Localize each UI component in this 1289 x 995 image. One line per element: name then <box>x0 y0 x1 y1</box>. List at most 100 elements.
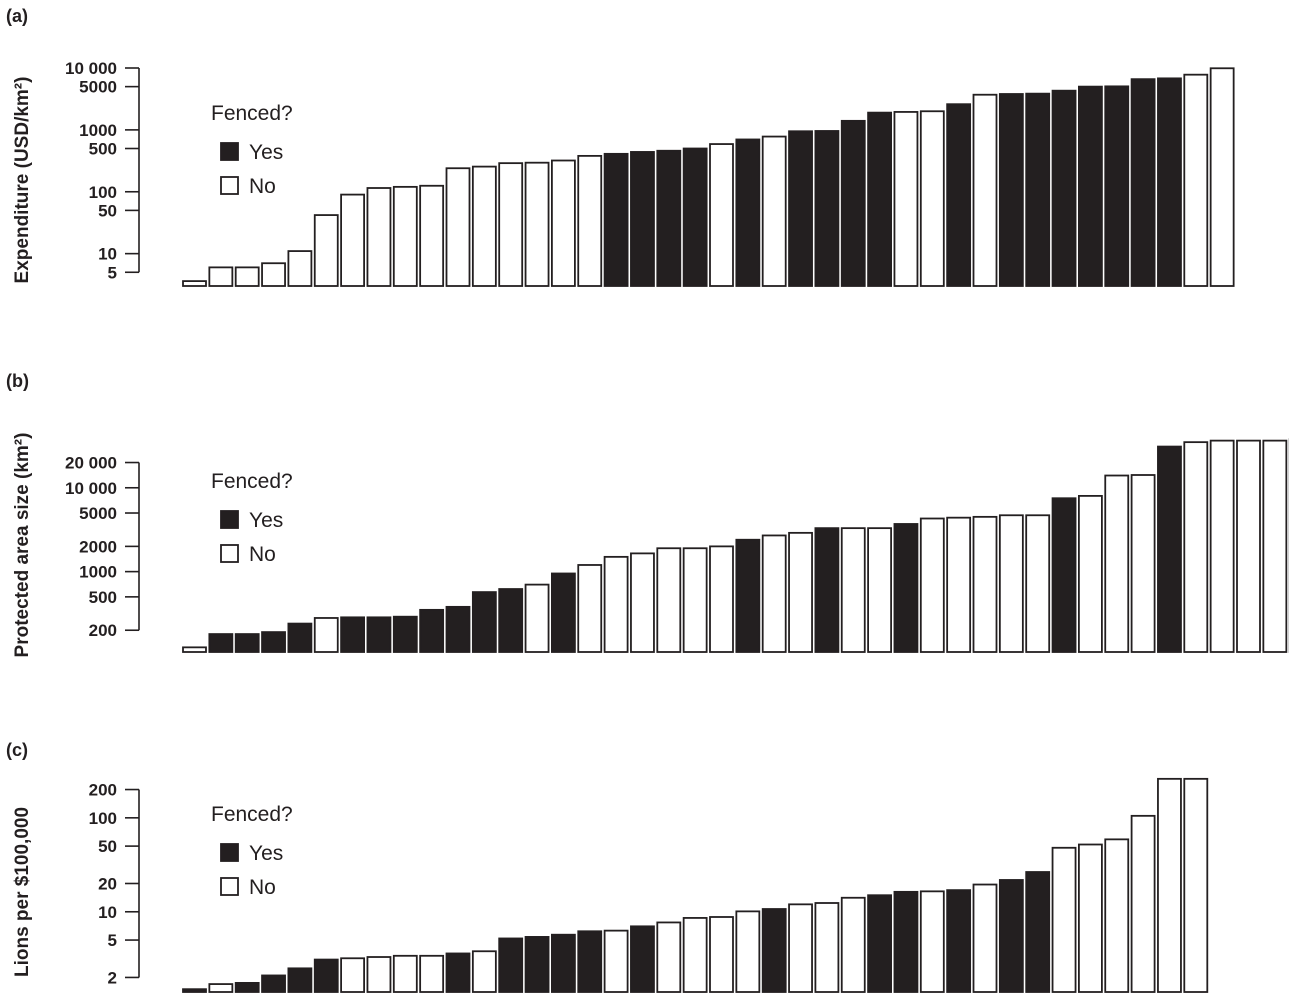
bar <box>1078 843 1103 993</box>
bar <box>1078 494 1103 653</box>
bar <box>234 266 260 287</box>
y-axis-label: Expenditure (USD/km²) <box>12 77 33 284</box>
bar <box>1130 78 1156 287</box>
bar <box>498 937 524 993</box>
bar <box>340 957 366 993</box>
bar <box>1209 67 1235 287</box>
bar <box>761 534 787 653</box>
bar <box>630 552 655 653</box>
legend: Fenced? Yes No <box>211 803 293 899</box>
bar <box>788 903 813 993</box>
bar <box>998 879 1024 993</box>
bar <box>1236 439 1261 653</box>
bar <box>551 159 576 287</box>
bar <box>788 531 813 653</box>
y-tick-label: 50 <box>98 837 117 856</box>
bar <box>577 154 603 287</box>
bar <box>445 167 471 287</box>
bar <box>1025 92 1051 287</box>
bar <box>524 583 550 653</box>
y-tick-label: 200 <box>89 621 117 640</box>
bar <box>392 954 418 993</box>
y-tick-label: 1000 <box>79 121 117 140</box>
legend-label: Yes <box>249 842 283 865</box>
bar <box>182 280 207 287</box>
bar <box>682 547 708 653</box>
bar <box>735 538 761 653</box>
bar <box>814 130 840 287</box>
bar <box>313 214 339 287</box>
bar <box>1051 497 1077 653</box>
y-tick-label: 100 <box>89 183 117 202</box>
bar <box>471 165 497 287</box>
y-axis-label: Lions per $100,000 <box>12 807 33 977</box>
bar <box>445 605 471 653</box>
bar <box>419 184 445 287</box>
bar <box>208 983 234 993</box>
bar <box>946 889 972 993</box>
bar <box>656 547 682 653</box>
legend-title: Fenced? <box>211 102 293 125</box>
bar <box>287 250 313 287</box>
y-tick-label: 10 <box>98 903 117 922</box>
legend: Fenced? Yes No <box>211 102 293 198</box>
bar <box>498 588 524 653</box>
y-tick-label: 5000 <box>79 78 117 97</box>
bar <box>1051 89 1077 287</box>
y-tick-label: 10 000 <box>65 479 117 498</box>
bar <box>867 894 892 993</box>
bar <box>471 591 497 653</box>
legend-swatch <box>220 142 239 161</box>
y-tick-label: 5 <box>108 931 117 950</box>
bar <box>1078 85 1103 287</box>
bar <box>603 929 629 993</box>
bar <box>840 896 866 993</box>
legend-label: No <box>249 543 276 566</box>
bar <box>1104 838 1130 993</box>
bar <box>1104 85 1130 287</box>
bar <box>366 616 392 653</box>
y-tick-label: 100 <box>89 809 117 828</box>
bar <box>972 883 998 993</box>
bar <box>1051 846 1077 993</box>
bar <box>709 143 734 287</box>
legend-swatch <box>220 176 239 195</box>
bar <box>946 516 972 653</box>
bar <box>840 119 866 287</box>
bar <box>919 110 945 287</box>
legend: Fenced? Yes No <box>211 470 293 566</box>
bar <box>735 138 761 287</box>
y-tick-label: 10 <box>98 245 117 264</box>
bar <box>814 902 840 993</box>
bar <box>498 162 524 287</box>
legend-label: No <box>249 175 276 198</box>
bar <box>682 147 708 287</box>
bar <box>577 930 603 993</box>
y-tick-label: 10 000 <box>65 59 117 78</box>
bar <box>946 103 972 287</box>
bar <box>761 908 787 993</box>
bar <box>234 633 260 653</box>
bar <box>1157 777 1182 993</box>
bar <box>340 616 366 653</box>
bar <box>1183 73 1209 287</box>
bar <box>392 615 418 653</box>
legend-label: No <box>249 876 276 899</box>
y-tick-label: 20 000 <box>65 454 117 473</box>
y-tick-label: 500 <box>89 140 117 159</box>
bar <box>419 954 445 993</box>
bar <box>471 950 497 993</box>
bar <box>261 631 286 653</box>
bar <box>313 617 339 653</box>
bar <box>1157 445 1182 653</box>
y-tick-label: 1000 <box>79 563 117 582</box>
bar <box>524 936 550 993</box>
bar <box>761 135 787 287</box>
bar <box>419 608 445 653</box>
bar <box>840 527 866 653</box>
bar <box>313 958 339 993</box>
bar <box>1104 474 1130 653</box>
bar <box>735 910 761 993</box>
